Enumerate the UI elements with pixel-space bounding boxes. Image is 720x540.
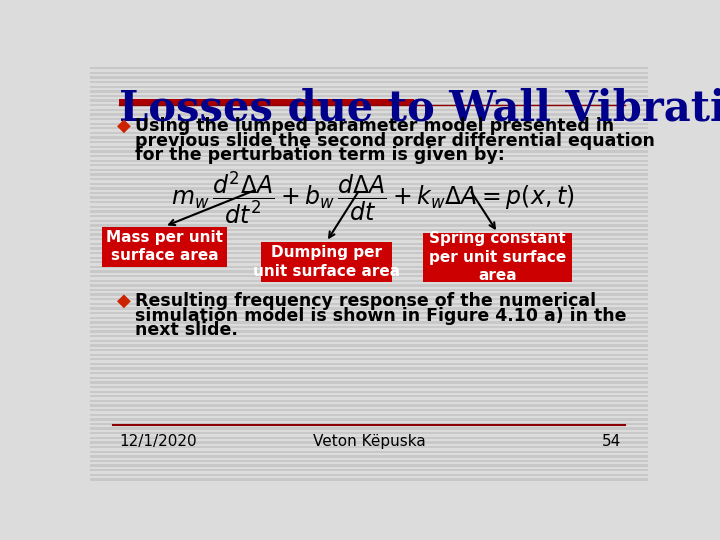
Bar	[120, 99, 414, 105]
Text: Using the lumped parameter model presented in: Using the lumped parameter model present…	[135, 117, 614, 135]
Text: ◆: ◆	[117, 117, 131, 135]
Text: Spring constant
per unit surface
area: Spring constant per unit surface area	[429, 231, 566, 284]
Text: Veton Këpuska: Veton Këpuska	[312, 434, 426, 449]
FancyBboxPatch shape	[261, 242, 392, 282]
Text: Losses due to Wall Vibration: Losses due to Wall Vibration	[120, 88, 720, 130]
Text: Resulting frequency response of the numerical: Resulting frequency response of the nume…	[135, 292, 596, 310]
FancyBboxPatch shape	[423, 233, 572, 282]
Text: Dumping per
unit surface area: Dumping per unit surface area	[253, 245, 400, 279]
Text: Mass per unit
surface area: Mass per unit surface area	[106, 230, 223, 264]
Text: 54: 54	[602, 434, 621, 449]
Text: ◆: ◆	[117, 292, 131, 310]
Text: 12/1/2020: 12/1/2020	[120, 434, 197, 449]
Text: previous slide the second order differential equation: previous slide the second order differen…	[135, 132, 654, 150]
Text: simulation model is shown in Figure 4.10 a) in the: simulation model is shown in Figure 4.10…	[135, 307, 626, 325]
Text: next slide.: next slide.	[135, 321, 238, 339]
FancyBboxPatch shape	[102, 226, 228, 267]
Text: for the perturbation term is given by:: for the perturbation term is given by:	[135, 146, 505, 164]
Text: $m_w\,\dfrac{d^2\Delta A}{dt^2}+b_w\,\dfrac{d\Delta A}{dt}+k_w\Delta A=p(x,t)$: $m_w\,\dfrac{d^2\Delta A}{dt^2}+b_w\,\df…	[171, 168, 575, 226]
